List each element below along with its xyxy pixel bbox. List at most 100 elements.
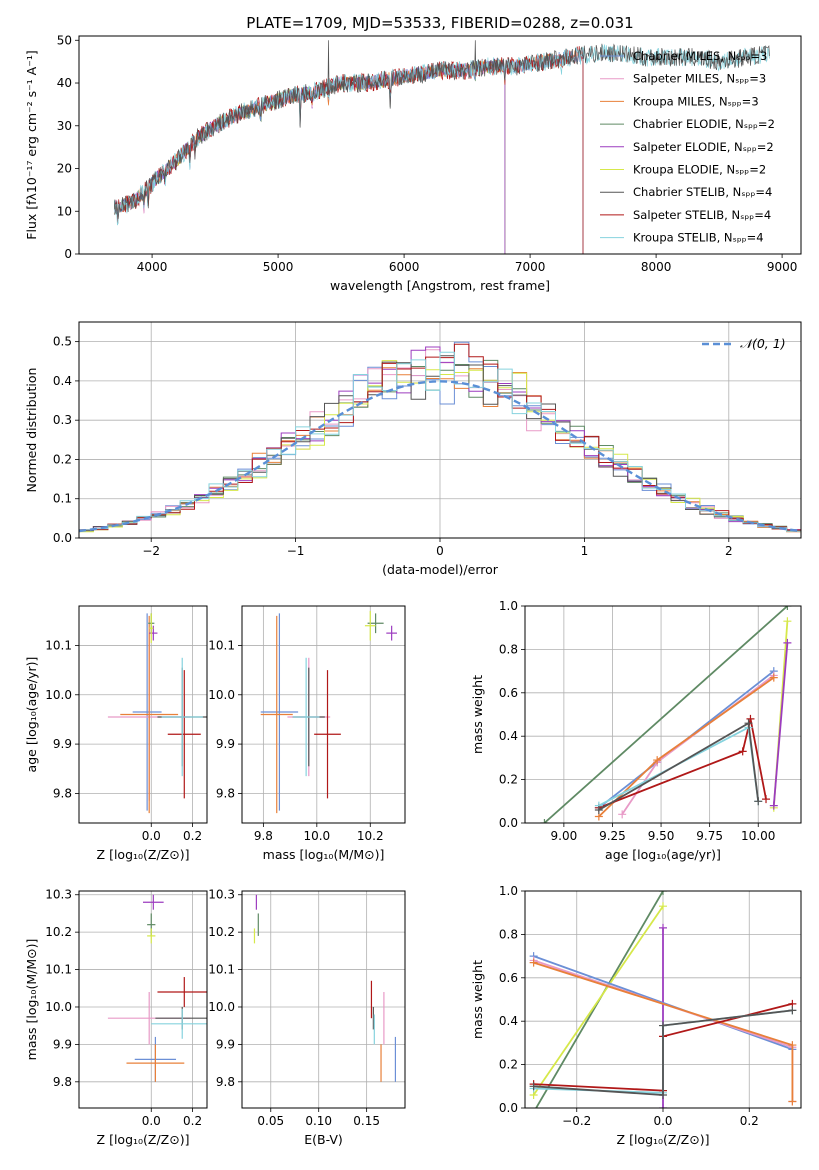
- y-tick-label: 0.6: [499, 686, 518, 700]
- y-tick-label: 10.0: [208, 688, 235, 702]
- weight-line: [532, 905, 664, 1096]
- legend-label: 𝒩(0, 1): [740, 336, 786, 351]
- x-tick-label: 0.0: [142, 829, 161, 843]
- y-axis-label: Flux [fλ10⁻¹⁷ erg cm⁻² s⁻¹ A⁻¹]: [24, 50, 39, 239]
- y-axis-label: mass weight: [470, 960, 485, 1039]
- y-tick-label: 0.2: [53, 452, 72, 466]
- x-axis-label: (data-model)/error: [382, 562, 499, 577]
- y-axis-label: age [log₁₀(age/yr)]: [24, 657, 39, 773]
- y-tick-label: 50: [57, 33, 72, 47]
- x-tick-label: 0: [436, 544, 444, 558]
- x-tick-label: 0.0: [142, 1114, 161, 1128]
- legend-label: Chabrier MILES, Nₛₚₚ=3: [633, 49, 767, 63]
- weight-line: [533, 1009, 793, 1096]
- y-tick-label: 0.3: [53, 413, 72, 427]
- y-tick-label: 0.4: [499, 729, 518, 743]
- weight-marker: [659, 891, 667, 895]
- mass_vs_ebv-axes: 0.05 0.10 0.15 9.8 9.9 10.0 10.1 10.2 10.3 E(B-V): [208, 888, 405, 1147]
- weight_vs_age-frame: [524, 605, 802, 824]
- weight-marker: [783, 606, 792, 610]
- weight-line: [543, 606, 788, 823]
- y-tick-label: 9.9: [53, 1037, 72, 1051]
- x-tick-label: 0.2: [183, 829, 202, 843]
- legend-label: Salpeter MILES, Nₛₚₚ=3: [633, 72, 766, 86]
- weight-marker: [746, 714, 755, 723]
- weight_vs_age-lines: [540, 606, 792, 823]
- x-axis-label: Z [log₁₀(Z/Z⊙)]: [617, 1132, 710, 1147]
- age_vs_mass-points: [260, 610, 397, 814]
- legend-label: Salpeter STELIB, Nₛₚₚ=4: [633, 208, 771, 222]
- y-tick-label: 40: [57, 76, 72, 90]
- weight-marker: [653, 756, 662, 765]
- weight-line: [533, 955, 793, 1051]
- mass_vs_Z-frame: [78, 890, 208, 1109]
- x-tick-label: 9.8: [254, 829, 273, 843]
- weight-marker: [529, 1082, 538, 1091]
- legend-label: Chabrier STELIB, Nₛₚₚ=4: [633, 185, 772, 199]
- mass_vs_ebv-frame: [241, 890, 406, 1109]
- weight-marker: [788, 1006, 797, 1015]
- age_vs_mass-frame: [241, 605, 406, 824]
- weight-line: [772, 642, 789, 806]
- y-tick-label: 10.2: [45, 925, 72, 939]
- legend-label: Chabrier ELODIE, Nₛₚₚ=2: [633, 117, 775, 131]
- y-tick-label: 0.0: [499, 1101, 518, 1115]
- x-tick-label: −2: [142, 544, 160, 558]
- x-tick-label: 7000: [515, 260, 546, 274]
- y-tick-label: 0.4: [53, 374, 72, 388]
- weight-line: [598, 718, 767, 809]
- weight_vs_Z-frame: [524, 890, 802, 1109]
- y-tick-label: 10.1: [45, 963, 72, 977]
- x-axis-label: age [log₁₀(age/yr)]: [605, 847, 721, 862]
- age_vs_mass-axes: 9.8 10.0 10.2 9.8 9.9 10.0 10.1 mass [log₁₀(M/M…: [208, 606, 405, 862]
- y-tick-label: 0.8: [499, 642, 518, 656]
- x-tick-label: −0.2: [562, 1114, 591, 1128]
- y-tick-label: 0.0: [499, 816, 518, 830]
- y-tick-label: 10.2: [208, 925, 235, 939]
- age_vs_Z-frame: [78, 605, 208, 824]
- x-tick-label: 9.75: [696, 829, 723, 843]
- spectrum-legend: Chabrier MILES, Nₛₚₚ=3 Salpeter MILES, Nₛ…: [600, 49, 775, 245]
- x-tick-label: 2: [725, 544, 733, 558]
- x-tick-label: 6000: [389, 260, 420, 274]
- weight-marker: [659, 1090, 667, 1099]
- y-tick-label: 0.4: [499, 1014, 518, 1028]
- weight-marker: [529, 958, 538, 967]
- weight-marker: [769, 801, 778, 810]
- legend-label: Kroupa ELODIE, Nₛₚₚ=2: [633, 163, 766, 177]
- weight-marker: [659, 902, 667, 911]
- x-axis-label: Z [log₁₀(Z/Z⊙)]: [97, 1132, 190, 1147]
- weight_vs_Z-lines: [529, 891, 797, 1108]
- y-tick-label: 20: [57, 162, 72, 176]
- x-tick-label: 10.00: [741, 829, 775, 843]
- figure-title: PLATE=1709, MJD=53533, FIBERID=0288, z=0…: [246, 14, 633, 32]
- mass_vs_ebv-points: [253, 894, 397, 1082]
- age_vs_Z-axes: 0.0 0.2 9.8 9.9 10.0 10.1 Z [log₁₀(Z/Z⊙)] age […: [24, 606, 207, 862]
- x-tick-label: 1: [581, 544, 589, 558]
- y-tick-label: 0.5: [53, 335, 72, 349]
- legend-label: Salpeter ELODIE, Nₛₚₚ=2: [633, 140, 774, 154]
- y-axis-label: mass weight: [470, 675, 485, 754]
- weight-marker: [788, 1041, 797, 1050]
- y-tick-label: 9.8: [216, 1075, 235, 1089]
- residuals-legend: 𝒩(0, 1): [702, 336, 786, 351]
- y-tick-label: 0.1: [53, 492, 72, 506]
- spectrum-axes: 4000 5000 6000 7000 8000 9000 0 10 20 30 40 50 wavel…: [24, 33, 797, 293]
- y-tick-label: 9.9: [216, 737, 235, 751]
- weight-marker: [788, 1097, 797, 1106]
- normal-curve: [79, 380, 801, 533]
- spectrum-line: [113, 40, 770, 220]
- y-tick-label: 0.2: [499, 1058, 518, 1072]
- weight-line: [598, 726, 760, 807]
- y-tick-label: 9.8: [53, 1075, 72, 1089]
- weight_vs_age-axes: 9.00 9.25 9.50 9.75 10.00 0.0 0.2 0.4 0.6 0.8 1.0 a…: [470, 599, 801, 862]
- x-tick-label: 0.0: [653, 1114, 672, 1128]
- y-axis-label: Normed distribution: [24, 368, 39, 493]
- x-tick-label: 0.2: [183, 1114, 202, 1128]
- weight-marker: [744, 719, 753, 728]
- y-tick-label: 1.0: [499, 884, 518, 898]
- y-tick-label: 10.1: [208, 638, 235, 652]
- weight-marker: [659, 1021, 667, 1030]
- legend-label: Kroupa MILES, Nₛₚₚ=3: [633, 94, 759, 108]
